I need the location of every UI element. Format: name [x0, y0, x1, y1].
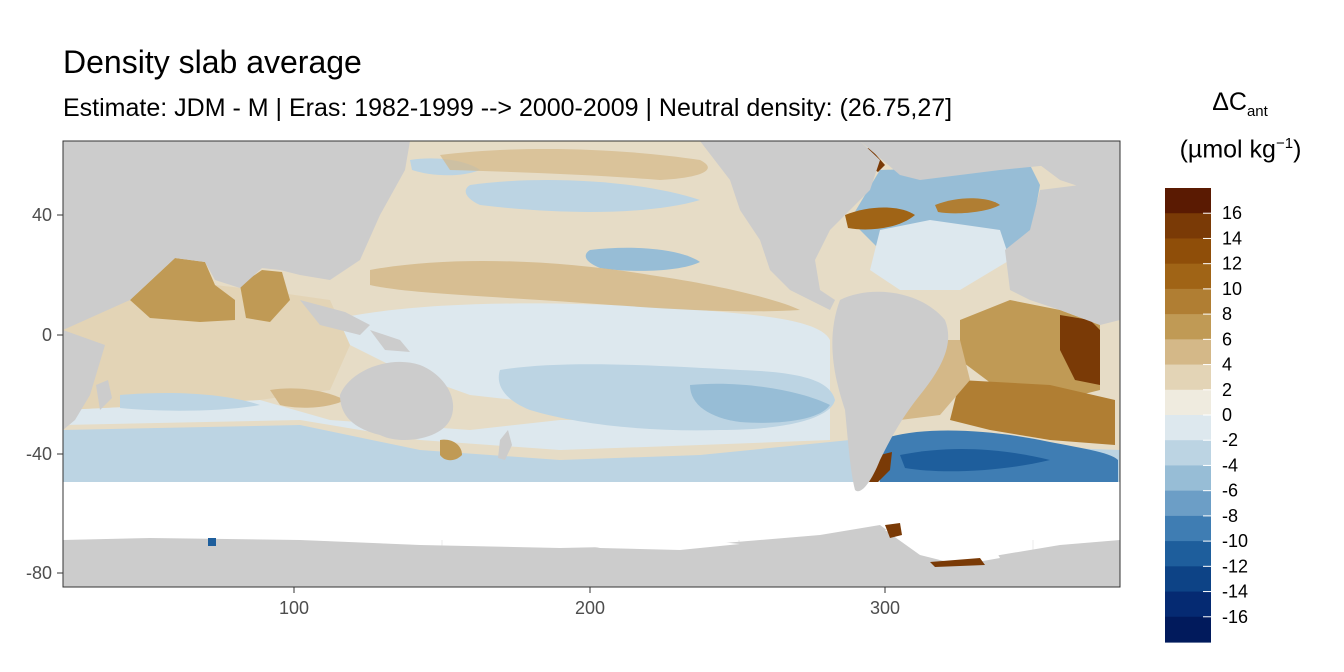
legend-label: -16: [1222, 607, 1248, 627]
legend-label: 12: [1222, 254, 1242, 274]
legend-label: 6: [1222, 329, 1232, 349]
legend-swatch: [1165, 213, 1211, 240]
legend-label: -10: [1222, 531, 1248, 551]
legend-swatch: [1165, 515, 1211, 542]
legend-unit: (µmol kg−1): [1163, 135, 1318, 164]
legend-swatch: [1165, 389, 1211, 416]
legend-labels: 16 14 12 10 8 6 4 2 0 -2 -4 -6 -8 -10 -12 -14 -16: [1222, 203, 1248, 627]
legend-swatch: [1165, 616, 1211, 643]
south-pacific-blue-deep: [690, 383, 830, 423]
y-tick-label: 40: [32, 205, 52, 225]
legend-swatch: [1165, 288, 1211, 315]
legend-swatch: [1165, 566, 1211, 593]
legend-swatch: [1165, 188, 1211, 214]
legend-label: -12: [1222, 556, 1248, 576]
gulf-stream: [845, 207, 915, 230]
axis-ticks: [57, 214, 886, 593]
chart-title: Density slab average: [63, 44, 362, 80]
legend-title-main: ΔC: [1212, 88, 1247, 116]
legend-swatch: [1165, 465, 1211, 492]
legend-label: -6: [1222, 481, 1238, 501]
legend-swatch: [1165, 440, 1211, 467]
legend-swatch: [1165, 238, 1211, 265]
y-tick-label: -80: [26, 563, 52, 583]
legend-title: ΔCant: [1180, 88, 1300, 120]
legend-label: -14: [1222, 582, 1248, 602]
southern-ocean-band-inner: [63, 400, 830, 450]
x-tick-label: 100: [279, 598, 309, 618]
legend-title-sub: ant: [1246, 103, 1268, 120]
legend-swatch: [1165, 364, 1211, 391]
north-atlantic-light: [870, 220, 1010, 290]
weddell-brown: [885, 523, 902, 538]
map-layer: [63, 141, 1120, 587]
legend-label: 10: [1222, 279, 1242, 299]
chart-subtitle: Estimate: JDM - M | Eras: 1982-1999 --> …: [63, 94, 953, 122]
legend-unit-sup: −1: [1275, 135, 1294, 152]
x-tick-label: 200: [575, 598, 605, 618]
y-tick-label: 0: [42, 325, 52, 345]
legend-swatch: [1165, 314, 1211, 340]
legend-label: 4: [1222, 355, 1232, 375]
legend-label: -2: [1222, 430, 1238, 450]
north-pacific-tan: [440, 148, 708, 180]
legend-colorbar: [1165, 188, 1211, 643]
legend-label: 8: [1222, 304, 1232, 324]
ross-sea-missing: [440, 532, 740, 550]
panel-border: [62, 140, 1121, 588]
weddell-brown-2: [930, 558, 985, 567]
legend-swatch: [1165, 490, 1211, 517]
x-tick-label: 300: [870, 598, 900, 618]
legend-label: -4: [1222, 455, 1238, 475]
legend-unit-post: ): [1293, 135, 1302, 164]
legend-label: -8: [1222, 506, 1238, 526]
tropical-atlantic-brown: [1060, 315, 1100, 385]
legend-swatch: [1165, 263, 1211, 290]
legend-label: 16: [1222, 203, 1242, 223]
legend-label: 2: [1222, 380, 1232, 400]
tasman-tan: [440, 439, 462, 461]
y-tick-label: -40: [26, 444, 52, 464]
legend-swatch: [1165, 591, 1211, 618]
land: [63, 141, 1120, 587]
subtropical-north-pacific: [370, 260, 800, 312]
weddell-missing: [885, 525, 1000, 565]
gulf-stream-2: [935, 198, 1000, 214]
legend-unit-pre: (µmol kg: [1179, 135, 1276, 164]
legend-label: 14: [1222, 228, 1242, 248]
missing-band: [63, 482, 1120, 540]
south-atlantic-tan: [950, 380, 1115, 445]
ross-blue: [208, 538, 216, 546]
indian-ocean-blue: [120, 393, 260, 411]
north-pacific-blue-2: [585, 247, 700, 271]
north-pacific-blue: [465, 180, 700, 212]
legend-swatch: [1165, 339, 1211, 366]
arabian-sea: [130, 258, 235, 322]
argentine-basin-deep: [900, 448, 1050, 472]
bay-of-bengal: [240, 270, 290, 322]
indian-ocean-south-tan: [270, 388, 345, 408]
legend-label: 0: [1222, 405, 1232, 425]
legend-swatch: [1165, 541, 1211, 567]
legend-swatch: [1165, 415, 1211, 441]
